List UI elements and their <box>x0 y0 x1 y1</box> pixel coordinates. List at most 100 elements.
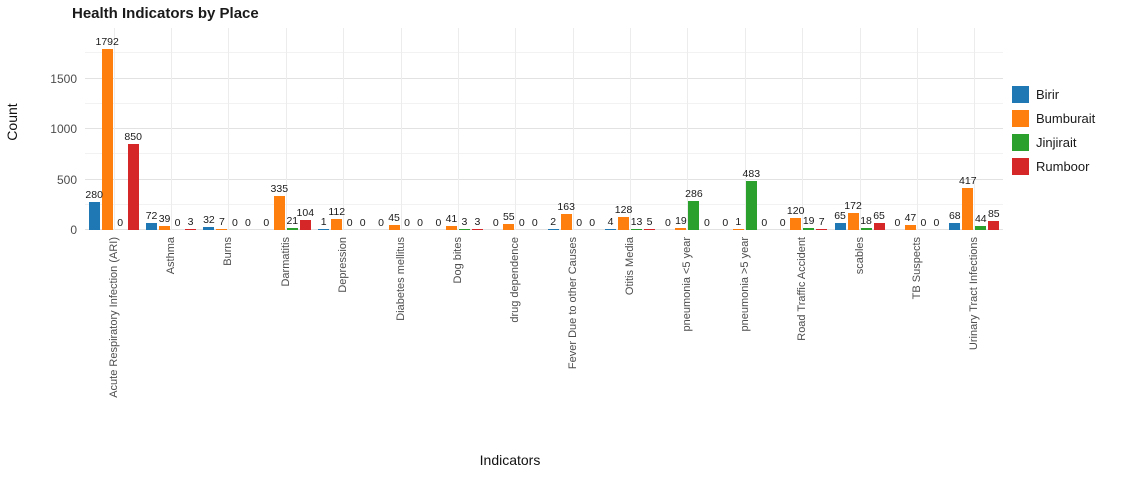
bar-value-label: 0 <box>245 217 251 229</box>
bar-rumboor <box>471 228 483 230</box>
x-tick-cell: pneumonia <5 year <box>659 237 716 445</box>
legend: Birir Bumburait Jinjirait Rumboor <box>1012 86 1095 182</box>
bar-value-label: 2 <box>550 215 557 228</box>
bar-slot: 44 <box>974 28 987 230</box>
x-tick-cell: Urinary Tract Infections <box>946 237 1003 445</box>
bar-value-label: 39 <box>158 213 171 226</box>
bar-value-label: 0 <box>346 217 353 229</box>
bar-value-label: 5 <box>646 215 653 228</box>
bar-slot: 417 <box>959 28 977 230</box>
bar-value-label: 0 <box>117 217 124 229</box>
bar-slot: 85 <box>987 28 1000 230</box>
bar-slot: 120 <box>786 28 805 230</box>
bar-value-label: 0 <box>531 217 538 229</box>
bar-slot: 4 <box>604 28 617 230</box>
bar-value-label: 120 <box>786 204 805 217</box>
bars-row: 0 19 286 0 <box>659 28 716 230</box>
x-tick-label: Depression <box>337 237 350 293</box>
y-tick-label: 1000 <box>50 122 77 136</box>
bar-slot: 55 <box>502 28 515 230</box>
gridline-vertical <box>228 28 230 230</box>
bar-value-label: 45 <box>388 212 400 225</box>
bar-slot: 0 <box>758 28 771 230</box>
bars-row: 0 1 483 0 <box>716 28 773 230</box>
bars-row: 0 335 21 104 <box>257 28 314 230</box>
bar-value-label: 32 <box>203 213 215 226</box>
bar-birir <box>88 201 100 230</box>
bars-row: 4 128 13 5 <box>601 28 658 230</box>
legend-item: Rumboor <box>1012 158 1095 175</box>
bar-group: 72 39 0 3 <box>142 28 199 230</box>
x-axis-tick-labels: Acute Respiratory Infection (ARI) Asthma B… <box>85 237 1003 445</box>
bar-bumburait <box>847 212 859 230</box>
x-tick-label: Otitis Media <box>624 237 637 296</box>
gridline-vertical <box>515 28 517 230</box>
x-tick-label: Urinary Tract Infections <box>968 237 981 351</box>
bar-slot: 112 <box>328 28 345 230</box>
bar-bumburait <box>273 196 285 230</box>
bar-jinjirait <box>286 227 298 230</box>
x-tick-label: Darmatitis <box>279 237 292 287</box>
x-tick-cell: Dog bites <box>429 237 486 445</box>
bar-birir <box>203 226 215 230</box>
bars-row: 65 172 18 65 <box>831 28 888 230</box>
bar-jinjirait <box>803 228 815 230</box>
gridline-minor <box>85 102 1003 104</box>
x-tick-cell: Depression <box>315 237 372 445</box>
x-tick-label: Dog bites <box>451 237 464 284</box>
bar-value-label: 104 <box>296 206 315 219</box>
bar-slot: 0 <box>700 28 713 230</box>
bar-slot: 850 <box>124 28 142 230</box>
bars-row: 0 55 0 0 <box>487 28 544 230</box>
y-tick-label: 0 <box>70 223 77 237</box>
bar-jinjirait <box>688 201 700 230</box>
gridline-vertical <box>171 28 173 230</box>
x-tick-cell: Darmatitis <box>257 237 314 445</box>
bar-slot: 7 <box>215 28 228 230</box>
bar-bumburait <box>159 226 171 230</box>
bar-slot: 172 <box>844 28 862 230</box>
bar-slot: 65 <box>873 28 886 230</box>
x-tick-label: Fever Due to other Causes <box>566 237 579 370</box>
x-tick-cell: Diabetes mellitus <box>372 237 429 445</box>
gridline-major <box>85 178 1003 180</box>
x-tick-label: drug dependence <box>509 237 522 323</box>
bar-bumburait <box>790 217 802 230</box>
bars-row: 0 47 0 0 <box>888 28 945 230</box>
bar-value-label: 0 <box>665 217 671 229</box>
bar-value-label: 18 <box>860 215 872 228</box>
bar-value-label: 335 <box>270 183 289 196</box>
x-tick-label: Diabetes mellitus <box>394 237 407 321</box>
bar-jinjirait <box>458 228 470 230</box>
bar-value-label: 55 <box>502 211 515 224</box>
bar-value-label: 1 <box>735 215 742 228</box>
x-tick-cell: Acute Respiratory Infection (ARI) <box>85 237 142 445</box>
bar-value-label: 0 <box>920 217 927 229</box>
bar-value-label: 13 <box>630 215 643 228</box>
bar-slot: 32 <box>202 28 215 230</box>
x-tick-label: Acute Respiratory Infection (ARI) <box>107 237 120 398</box>
bar-slot: 0 <box>228 28 241 230</box>
bar-slot: 39 <box>158 28 171 230</box>
bar-slot: 0 <box>528 28 541 230</box>
bar-value-label: 0 <box>174 217 181 229</box>
bar-value-label: 0 <box>378 217 384 229</box>
bar-slot: 7 <box>815 28 828 230</box>
bar-slot: 0 <box>171 28 184 230</box>
legend-label: Bumburait <box>1036 111 1096 126</box>
bar-slot: 280 <box>85 28 103 230</box>
gridline-vertical <box>113 28 115 230</box>
bar-bumburait <box>560 213 572 230</box>
bar-value-label: 68 <box>948 210 961 223</box>
gridline-vertical <box>457 28 459 230</box>
gridline-vertical <box>974 28 976 230</box>
x-tick-cell: Fever Due to other Causes <box>544 237 601 445</box>
gridline-vertical <box>687 28 689 230</box>
bar-slot: 0 <box>375 28 388 230</box>
bar-bumburait <box>732 228 744 230</box>
plot-area: 280 1792 0 850 72 39 0 3 32 7 0 0 0 335 21 104 1 112 0 0 0 45… <box>85 28 1003 230</box>
bar-value-label: 3 <box>187 215 194 228</box>
bar-bumburait <box>618 217 630 230</box>
gridline-vertical <box>630 28 632 230</box>
y-tick-label: 500 <box>56 172 77 187</box>
